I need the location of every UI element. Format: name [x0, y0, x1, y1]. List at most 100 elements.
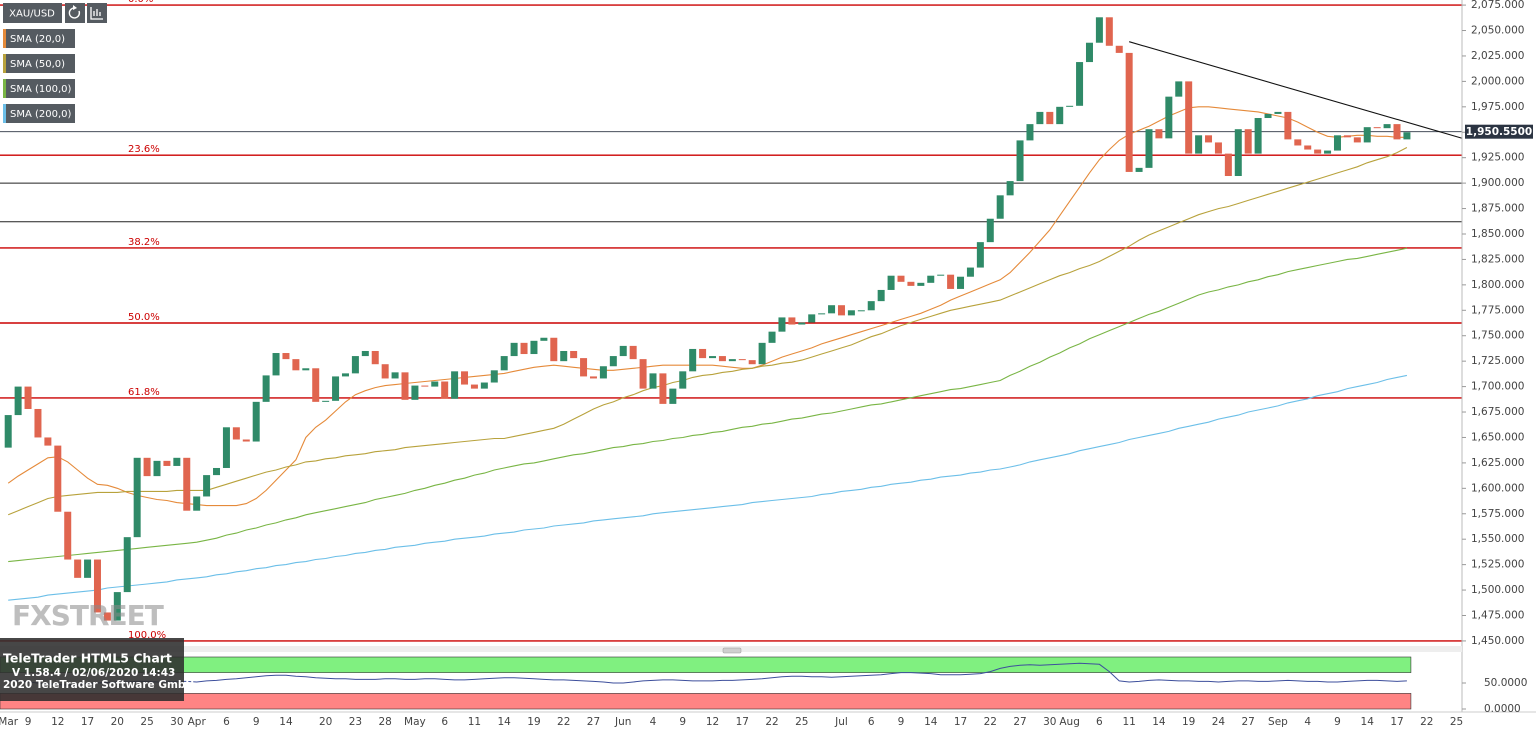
candle-body: [957, 276, 965, 289]
y-tick-label: 1,500.000: [1471, 584, 1524, 596]
y-tick-label: 1,650.000: [1471, 431, 1524, 443]
level-label: 50.0%: [128, 312, 160, 323]
sma-line: [8, 374, 1408, 601]
candle-body: [193, 496, 201, 511]
candle-body: [322, 400, 330, 402]
candle-body: [411, 385, 419, 400]
candle-body: [1373, 127, 1381, 129]
candle-body: [4, 415, 12, 448]
refresh-button[interactable]: [65, 3, 85, 23]
candle-body: [213, 467, 221, 476]
candle-body: [937, 274, 945, 276]
candle-body: [728, 359, 736, 362]
candle-body: [1314, 149, 1322, 154]
legend-label: SMA (100,0): [10, 84, 72, 95]
candle-body: [1195, 135, 1203, 154]
candle-body: [222, 427, 230, 468]
legend-box[interactable]: [3, 79, 75, 98]
candle-body: [947, 274, 955, 289]
legend-swatch: [3, 104, 6, 123]
y-tick-label: 1,750.000: [1471, 330, 1524, 342]
candle-body: [1135, 167, 1143, 172]
y-tick-label: 1,900.000: [1471, 177, 1524, 189]
candle-body: [163, 460, 171, 466]
x-tick-label: 14: [924, 716, 938, 728]
candle-body: [133, 457, 141, 538]
x-tick-label: 17: [736, 716, 749, 728]
y-tick-label: 2,075.000: [1471, 0, 1524, 11]
candle-body: [738, 359, 746, 361]
candle-body: [1205, 135, 1213, 143]
indicator-zone: [0, 656, 1412, 673]
candle-body: [103, 612, 111, 621]
candle-body: [74, 559, 82, 578]
candle-body: [917, 282, 925, 286]
legend-box[interactable]: [3, 54, 75, 73]
candle-body: [748, 360, 756, 365]
candle-body: [847, 310, 855, 316]
y-tick-label: 1,525.000: [1471, 559, 1524, 571]
candle-body: [570, 350, 578, 359]
candle-body: [1383, 124, 1391, 129]
x-tick-label: 30: [170, 716, 183, 728]
candle-body: [232, 427, 240, 440]
candle-body: [441, 381, 449, 399]
sma-line: [7, 106, 1407, 507]
indicator-zone: [0, 693, 1412, 710]
candle-body: [123, 537, 131, 593]
x-tick-label: 6: [441, 716, 448, 728]
x-tick-label: 28: [378, 716, 391, 728]
x-tick-label: 17: [954, 716, 967, 728]
x-tick-label: 14: [1152, 716, 1166, 728]
x-tick-label: 30: [1043, 716, 1056, 728]
x-tick-label: 19: [1182, 716, 1195, 728]
candle-body: [1046, 111, 1054, 125]
y-tick-label: 2,025.000: [1471, 50, 1524, 62]
candle-body: [1214, 142, 1222, 154]
candle-body: [986, 218, 994, 243]
indicator-tick-label: 50.0000: [1484, 677, 1527, 689]
refresh-icon: [68, 7, 81, 19]
indicator-tick-label: 0.0000: [1484, 703, 1521, 715]
version: V 1.58.4 / 02/06/2020 14:43: [12, 667, 175, 679]
candle-body: [391, 372, 399, 379]
divider-handle[interactable]: [722, 647, 742, 654]
candle-body: [351, 356, 359, 374]
candle-body: [768, 331, 776, 343]
candle-body: [54, 445, 62, 512]
candle-body: [1403, 132, 1411, 140]
legend: SMA (20,0) SMA (50,0) SMA (100,0) SMA (200,…: [3, 29, 75, 123]
candle-body: [1066, 105, 1074, 107]
watermark: FXSTREET: [12, 599, 165, 632]
legend-label: SMA (200,0): [10, 109, 72, 120]
candle-body: [907, 281, 915, 286]
candle-body: [1304, 145, 1312, 150]
y-tick-label: 1,600.000: [1471, 482, 1524, 494]
x-tick-label: 14: [279, 716, 293, 728]
candle-body: [1095, 17, 1103, 43]
x-tick-label: Jul: [834, 716, 848, 728]
candle-body: [292, 359, 300, 371]
legend-box[interactable]: [3, 29, 75, 48]
legend-box[interactable]: [3, 104, 75, 123]
candle-body: [1006, 181, 1014, 196]
candle-body: [976, 242, 984, 268]
legend-label: SMA (50,0): [10, 59, 65, 70]
candle-body: [431, 381, 439, 387]
candle-body: [966, 267, 974, 277]
candle-body: [44, 437, 52, 446]
candle-body: [203, 475, 211, 497]
symbol-box[interactable]: [3, 3, 62, 23]
sma-line: [7, 147, 1408, 516]
x-tick-label: 12: [51, 716, 64, 728]
x-tick-label: 12: [706, 716, 719, 728]
x-tick-label: 22: [765, 716, 778, 728]
candle-body: [580, 358, 588, 377]
candle-body: [1274, 111, 1282, 114]
candle-body: [1324, 150, 1332, 154]
candle-body: [461, 371, 469, 385]
y-tick-label: 1,475.000: [1471, 609, 1524, 621]
candle-body: [718, 356, 726, 362]
level-label: 0.0%: [128, 0, 153, 5]
candle-body: [84, 559, 92, 578]
